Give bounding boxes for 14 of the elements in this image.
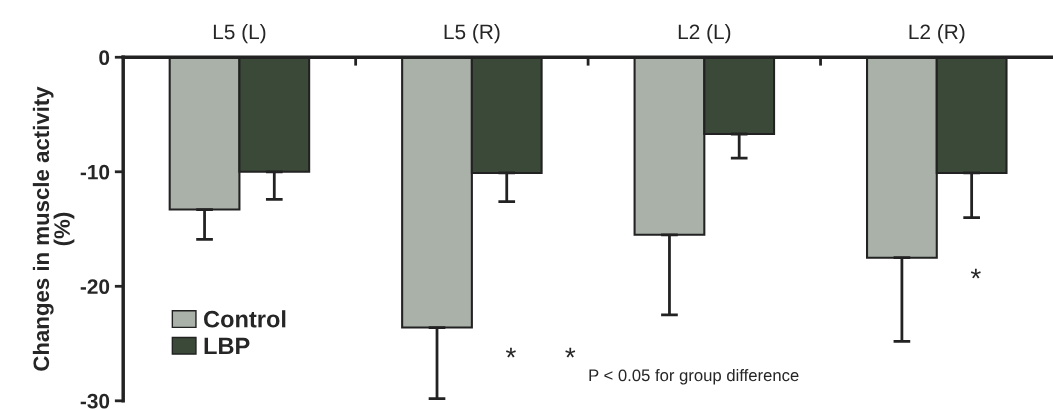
x-tick-label: L5 (L) (213, 23, 266, 44)
y-tick-label: 0 (99, 50, 110, 66)
x-tick-label: L5 (R) (444, 23, 500, 44)
legend-label: Control (204, 310, 286, 328)
x-tick-label: L2 (R) (909, 23, 965, 44)
y-tick-label: -10 (80, 164, 110, 180)
x-tick-label: L2 (L) (678, 23, 731, 44)
y-tick-label: -20 (80, 279, 110, 295)
y-axis-title: Changes in muscle activity (%) (32, 86, 75, 371)
annotation: * P < 0.05 for group difference (565, 347, 799, 385)
annotation: * (970, 268, 981, 279)
legend-label: LBP (204, 337, 250, 355)
y-tick-label: -30 (80, 393, 110, 409)
annotation: * (505, 347, 516, 358)
